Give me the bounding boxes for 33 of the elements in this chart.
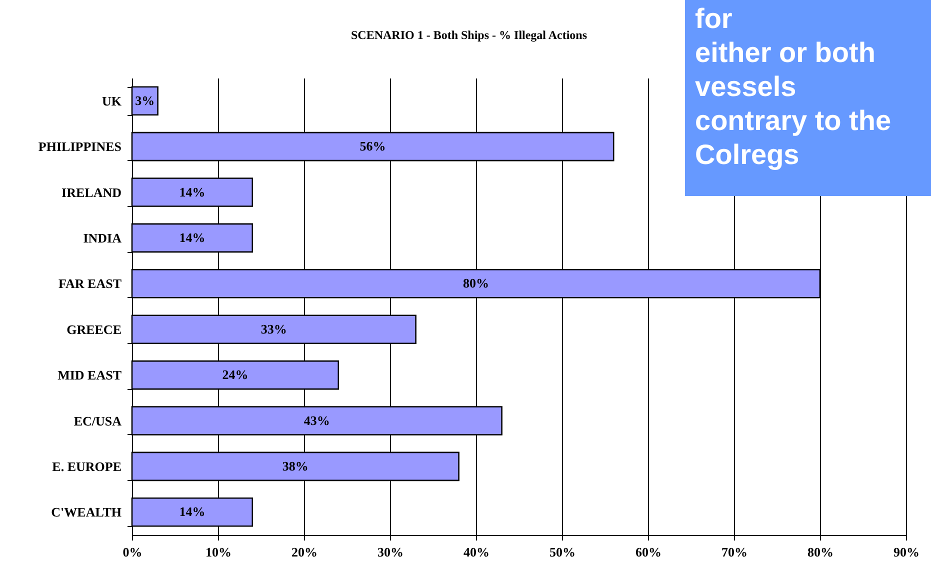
x-tick-label: 0%	[122, 544, 142, 560]
y-tick-label: E. EUROPE	[52, 458, 122, 474]
data-label: 14%	[179, 230, 206, 245]
data-label: 3%	[135, 92, 155, 108]
x-tick-label: 20%	[292, 544, 318, 560]
y-tick-label: C'WEALTH	[51, 504, 122, 520]
annotation: for either or both vessels contrary to the Colregs	[695, 3, 892, 170]
y-tick-label: FAR EAST	[58, 276, 122, 292]
x-tick-label: 50%	[550, 544, 576, 560]
y-tick-label: GREECE	[66, 322, 122, 337]
x-tick-label: 80%	[808, 544, 834, 560]
x-tick-label: 70%	[722, 544, 748, 560]
data-label: 14%	[179, 504, 206, 520]
x-tick-label: 10%	[206, 544, 232, 560]
y-tick-label: PHILIPPINES	[38, 139, 122, 154]
y-tick-label: EC/USA	[74, 413, 122, 428]
data-label: 56%	[360, 138, 386, 154]
x-tick-label: 90%	[894, 544, 920, 560]
y-tick-label: MID EAST	[58, 368, 122, 383]
data-label: 43%	[304, 412, 330, 428]
chart-title: SCENARIO 1 - Both Ships - % Illegal Actions	[350, 28, 588, 42]
y-tick-label: INDIA	[83, 230, 122, 246]
x-tick-label: 40%	[464, 544, 490, 560]
data-label: 14%	[179, 184, 206, 200]
data-label: 80%	[463, 276, 489, 291]
y-tick-label: UK	[102, 93, 122, 108]
bar	[131, 86, 158, 116]
data-label: 38%	[282, 458, 308, 474]
y-tick-label: IRELAND	[62, 184, 122, 200]
x-tick-label: 30%	[378, 544, 404, 560]
data-label: 24%	[222, 367, 248, 382]
data-label: 33%	[260, 321, 287, 336]
x-tick-label: 60%	[636, 544, 662, 560]
